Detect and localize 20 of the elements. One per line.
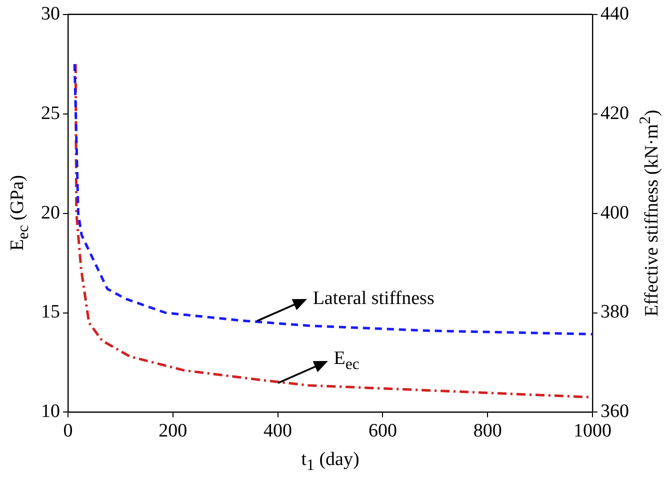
x-tick-label: 200 [158, 420, 188, 442]
x-tick-label: 400 [264, 420, 292, 442]
y2-tick-label: 400 [600, 202, 629, 224]
annotation: E$_{ec}$ [334, 348, 360, 374]
annotation: Lateral stiffness [312, 288, 434, 310]
y-tick-label: 30 [41, 3, 60, 24]
x-tick-label: 1000 [574, 420, 612, 442]
x-tick-label: 600 [368, 420, 397, 442]
y-tick-label: 10 [41, 401, 60, 422]
x-axis-title: t$_{1}$ (day) [301, 449, 360, 475]
y-tick-label: 15 [41, 302, 60, 323]
y-tick-label: 20 [41, 202, 60, 224]
x-tick-label: 0 [63, 420, 73, 442]
y2-tick-label: 440 [600, 3, 629, 24]
y-tick-label: 25 [41, 102, 60, 124]
y2-tick-label: 380 [600, 302, 629, 323]
x-tick-label: 800 [473, 420, 502, 442]
y2-tick-label: 420 [600, 102, 629, 124]
y2-tick-label: 360 [600, 401, 629, 422]
line-series [73, 62, 592, 336]
